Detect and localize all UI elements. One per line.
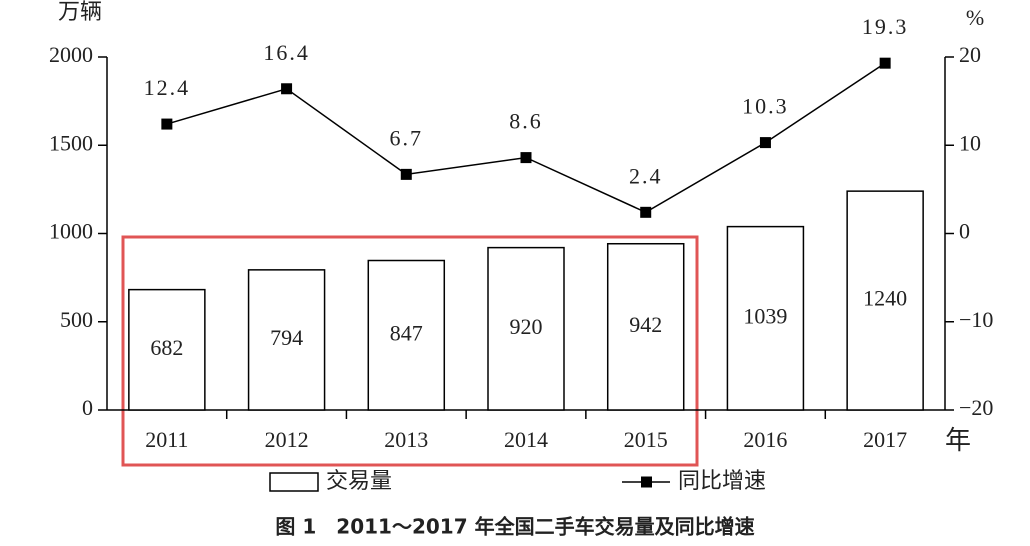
y-axis-label: 万辆 xyxy=(58,0,102,24)
bar xyxy=(128,288,206,411)
line-value-label: 12.4 xyxy=(144,75,191,100)
y2-tick-label: 20 xyxy=(959,42,981,67)
bar-value-label: 847 xyxy=(390,320,423,345)
y-tick-label: 2000 xyxy=(49,42,93,67)
y2-tick-label: 0 xyxy=(959,219,970,244)
bar xyxy=(487,246,565,411)
line-marker xyxy=(879,57,891,69)
bar xyxy=(846,190,924,411)
line-marker xyxy=(759,137,771,149)
line-value-label: 16.4 xyxy=(263,40,310,65)
x-tick-label: 2017 xyxy=(863,427,907,452)
line-marker xyxy=(281,83,293,95)
line-marker xyxy=(640,206,652,218)
x-tick-label: 2016 xyxy=(743,427,787,452)
y-tick-label: 0 xyxy=(82,395,93,420)
line-marker xyxy=(400,168,412,180)
bar-value-label: 682 xyxy=(150,335,183,360)
x-tick-label: 2015 xyxy=(624,427,668,452)
x-axis-label: 年 xyxy=(945,426,971,455)
line-marker xyxy=(161,118,173,130)
y-tick-label: 500 xyxy=(60,307,93,332)
bar xyxy=(247,269,326,411)
bar-value-label: 1240 xyxy=(863,286,907,311)
line-value-label: 19.3 xyxy=(862,14,909,39)
y2-axis-label: % xyxy=(966,5,984,30)
bar xyxy=(367,259,446,411)
line-value-label: 10.3 xyxy=(742,94,789,119)
line-value-label: 2.4 xyxy=(629,163,663,188)
x-tick-label: 2013 xyxy=(384,427,428,452)
legend-label: 交易量 xyxy=(326,469,392,494)
highlight-box xyxy=(121,235,699,467)
legend-label: 同比增速 xyxy=(678,469,766,494)
x-tick-label: 2011 xyxy=(145,427,188,452)
line-value-label: 6.7 xyxy=(390,125,424,150)
bar-value-label: 1039 xyxy=(743,303,787,328)
legend-marker xyxy=(641,476,652,488)
chart-title: 图 1 2011～2017 年全国二手车交易量及同比增速 xyxy=(275,515,754,539)
bar-value-label: 794 xyxy=(270,325,303,350)
line xyxy=(166,62,886,214)
y2-tick-label: −10 xyxy=(959,307,993,332)
legend-swatch xyxy=(269,472,319,492)
y2-tick-label: 10 xyxy=(959,130,981,155)
x-tick-label: 2014 xyxy=(504,427,548,452)
line-marker xyxy=(520,152,532,164)
bar xyxy=(606,242,685,411)
y-tick-label: 1000 xyxy=(49,219,93,244)
bar xyxy=(726,225,805,411)
bar-value-label: 920 xyxy=(510,314,543,339)
bar-value-label: 942 xyxy=(629,312,662,337)
y-tick-label: 1500 xyxy=(49,130,93,155)
line-value-label: 8.6 xyxy=(509,109,543,134)
x-tick-label: 2012 xyxy=(265,427,309,452)
y2-tick-label: −20 xyxy=(959,395,993,420)
